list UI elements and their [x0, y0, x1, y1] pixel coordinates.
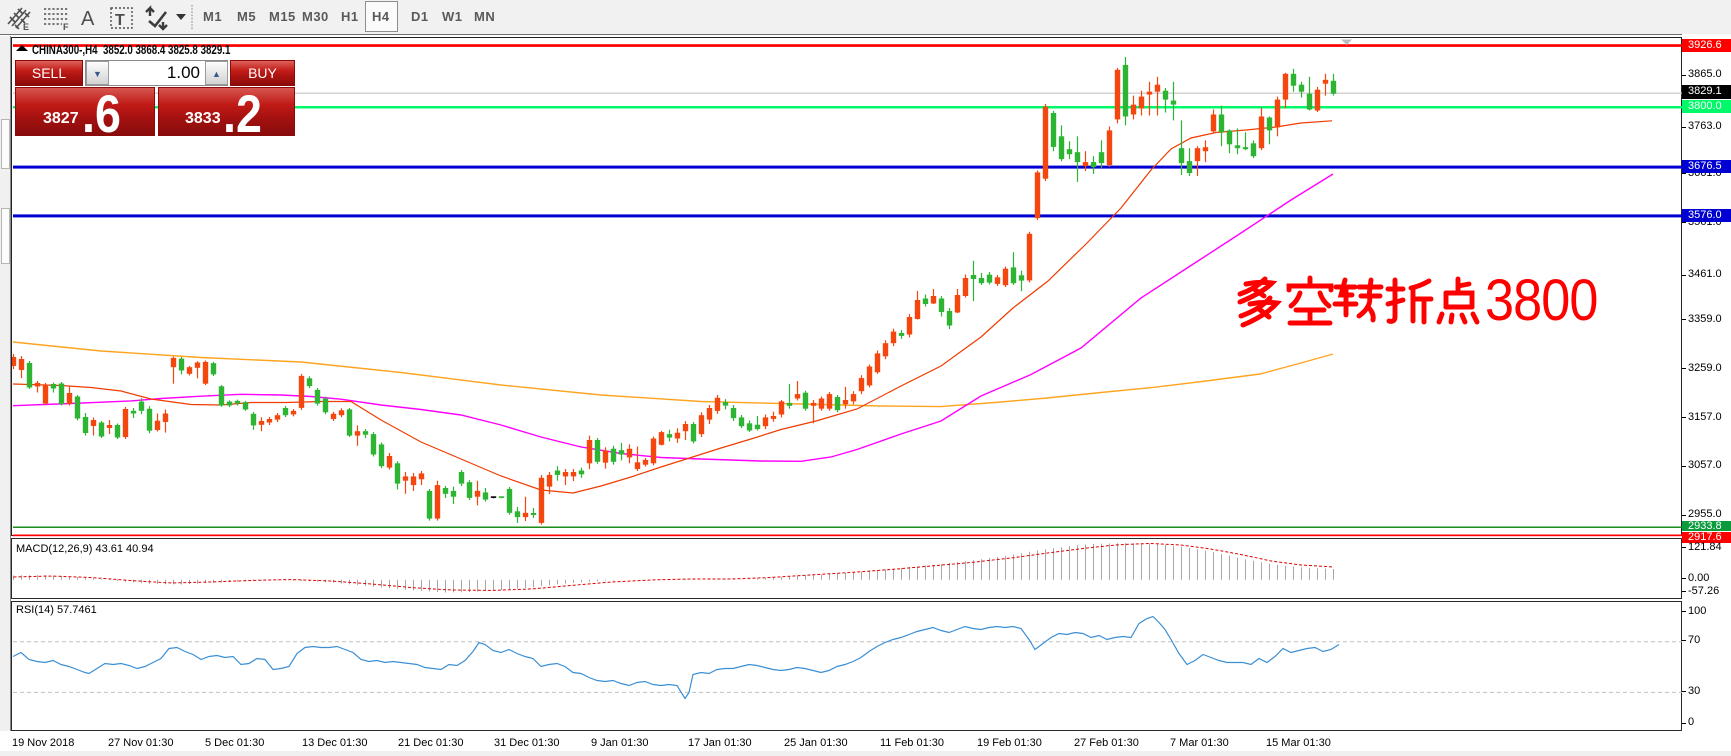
svg-text:T: T [115, 12, 125, 29]
svg-text:E: E [23, 22, 29, 32]
svg-text:F: F [63, 22, 69, 32]
svg-text:3800: 3800 [1485, 267, 1597, 332]
svg-text:A: A [81, 8, 95, 30]
